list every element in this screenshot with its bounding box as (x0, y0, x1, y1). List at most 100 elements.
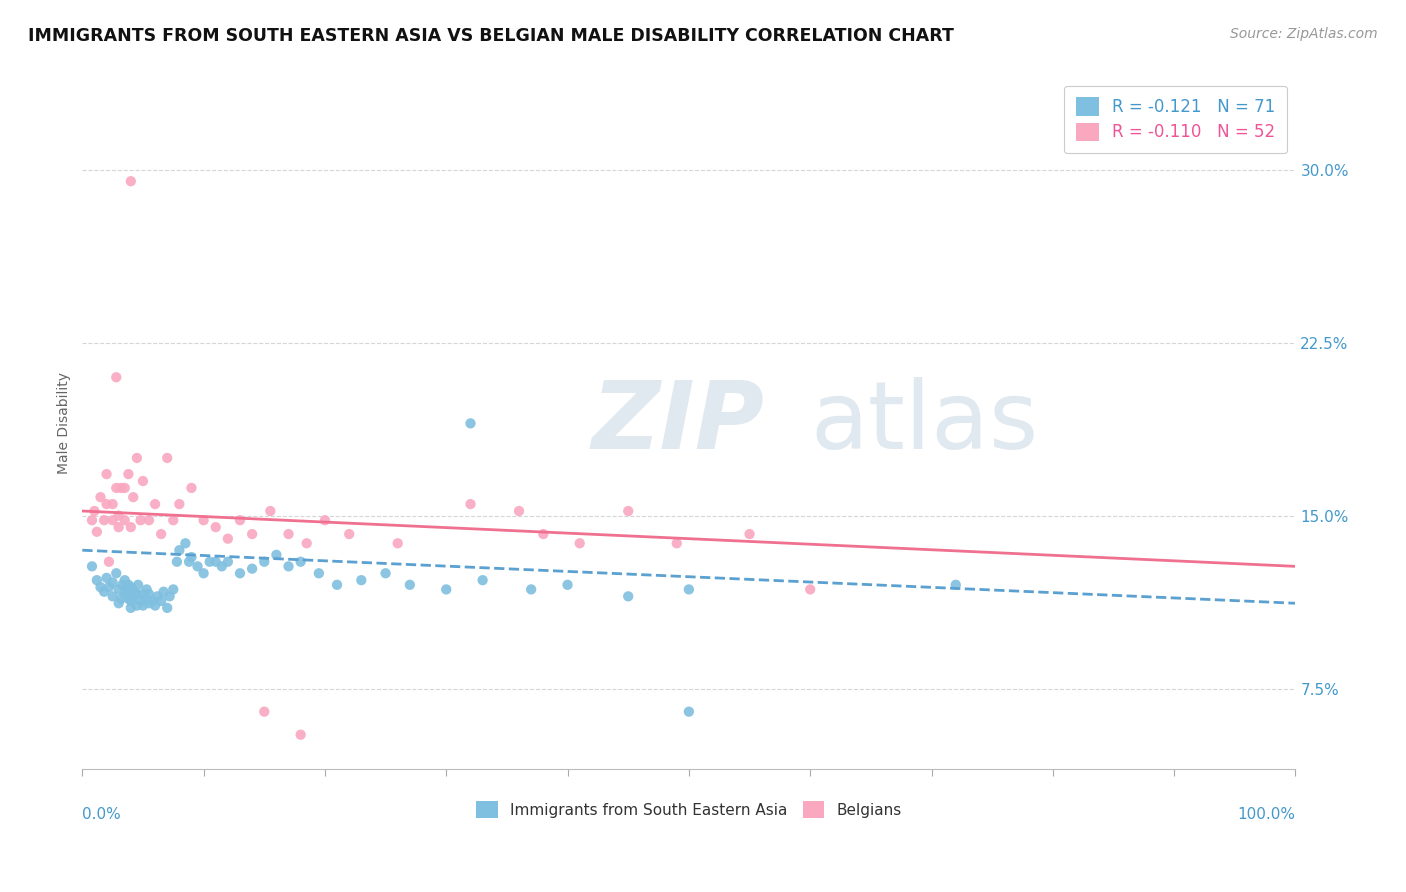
Point (105, 370, 128, 384)
Point (678, 582, 700, 597)
Text: 0.0%: 0.0% (83, 807, 121, 822)
Point (143, 599, 166, 613)
Point (253, 705, 276, 719)
Point (138, 596, 160, 610)
Point (107, 520, 129, 534)
Point (434, 582, 457, 597)
Point (129, 513, 152, 527)
Point (460, 497, 482, 511)
Point (120, 594, 142, 608)
Point (277, 527, 299, 541)
Point (799, 582, 821, 597)
Point (132, 474, 155, 488)
Point (101, 513, 124, 527)
Point (217, 555, 239, 569)
Point (110, 591, 132, 606)
Point (138, 513, 160, 527)
Point (180, 481, 202, 495)
Point (229, 513, 252, 527)
Point (98, 580, 121, 594)
Text: atlas: atlas (810, 377, 1039, 469)
Point (132, 587, 155, 601)
Point (290, 555, 312, 569)
Point (96, 497, 118, 511)
Point (96, 467, 118, 482)
Point (134, 591, 156, 606)
Point (129, 594, 152, 608)
Point (204, 520, 226, 534)
Point (89, 580, 111, 594)
Point (124, 584, 146, 599)
Point (107, 582, 129, 597)
Point (398, 578, 420, 592)
Point (96, 571, 118, 585)
Point (125, 587, 148, 601)
Point (277, 559, 299, 574)
Point (350, 573, 373, 587)
Point (107, 508, 129, 523)
Point (146, 590, 169, 604)
Point (156, 600, 179, 615)
Point (471, 573, 494, 587)
Point (337, 527, 360, 541)
Point (114, 573, 136, 587)
Point (105, 566, 128, 581)
Point (193, 566, 215, 581)
Point (83, 504, 105, 518)
Point (86, 573, 108, 587)
Point (125, 599, 148, 613)
Point (114, 587, 136, 601)
Point (132, 599, 155, 613)
Point (174, 536, 197, 550)
Point (105, 481, 128, 495)
Point (101, 590, 124, 604)
Point (557, 578, 579, 592)
Legend: Immigrants from South Eastern Asia, Belgians: Immigrants from South Eastern Asia, Belg… (470, 795, 907, 824)
Point (135, 582, 157, 597)
Point (117, 578, 139, 592)
Point (120, 174, 142, 188)
Text: IMMIGRANTS FROM SOUTH EASTERN ASIA VS BELGIAN MALE DISABILITY CORRELATION CHART: IMMIGRANTS FROM SOUTH EASTERN ASIA VS BE… (28, 27, 955, 45)
Point (150, 527, 173, 541)
Point (314, 513, 336, 527)
Point (122, 590, 145, 604)
Point (98, 555, 121, 569)
Point (229, 566, 252, 581)
Point (120, 600, 142, 615)
Point (120, 580, 142, 594)
Point (568, 536, 591, 550)
Point (101, 575, 124, 590)
Point (156, 450, 179, 465)
Point (169, 497, 191, 511)
Point (374, 566, 396, 581)
Point (159, 590, 181, 604)
Point (80, 559, 103, 574)
Point (738, 527, 761, 541)
Point (665, 536, 688, 550)
Point (211, 559, 233, 574)
Point (169, 543, 191, 558)
Point (290, 728, 312, 742)
Point (142, 594, 165, 608)
Point (166, 555, 188, 569)
Point (387, 536, 409, 550)
Text: Source: ZipAtlas.com: Source: ZipAtlas.com (1230, 27, 1378, 41)
Point (520, 582, 543, 597)
Point (114, 481, 136, 495)
Point (117, 591, 139, 606)
Point (86, 524, 108, 539)
Point (80, 513, 103, 527)
Point (217, 532, 239, 546)
Y-axis label: Male Disability: Male Disability (58, 372, 72, 475)
Point (617, 590, 640, 604)
Point (295, 536, 318, 550)
Point (460, 417, 482, 431)
Point (180, 550, 202, 565)
Point (114, 513, 136, 527)
Point (125, 450, 148, 465)
Point (122, 490, 145, 504)
Point (93, 584, 115, 599)
Point (93, 513, 115, 527)
Point (162, 582, 184, 597)
Point (240, 562, 263, 576)
